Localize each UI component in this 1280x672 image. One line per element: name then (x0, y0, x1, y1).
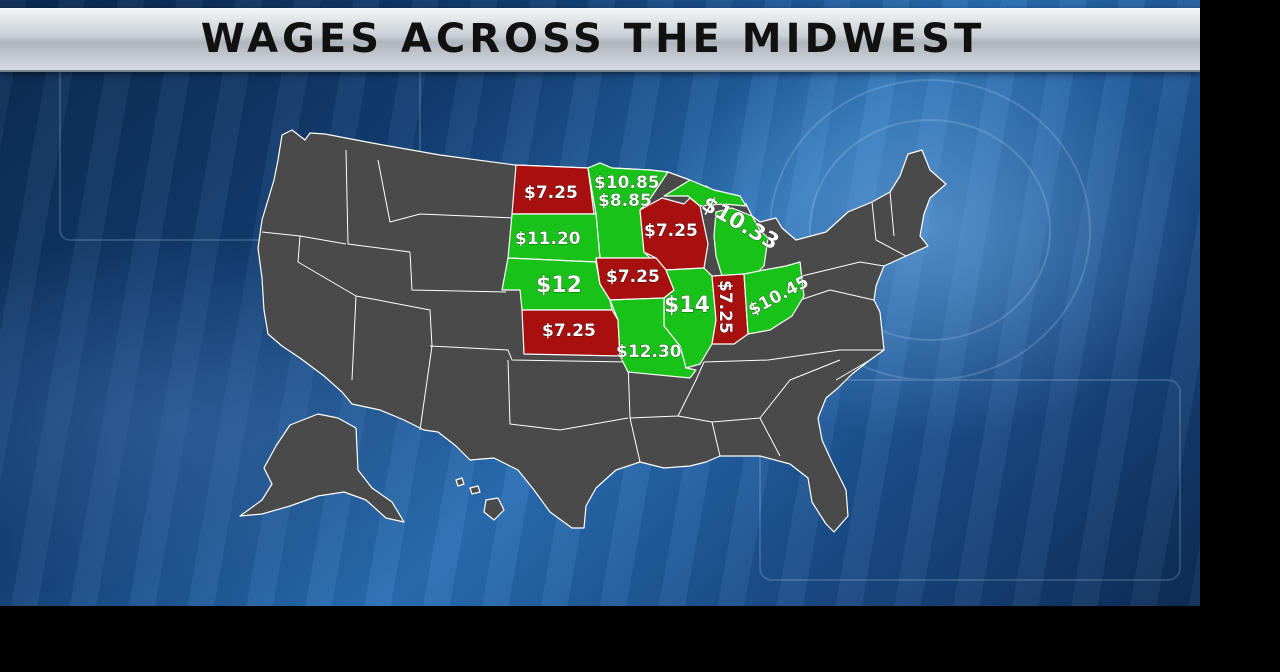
wage-label-iowa: $7.25 (606, 267, 660, 287)
wage-label-minnesota: $10.85 (594, 173, 660, 193)
state-borders (261, 149, 907, 463)
wage-label-south-dakota: $11.20 (515, 229, 581, 249)
wage-label-kansas: $7.25 (542, 321, 596, 341)
title-banner (0, 8, 1200, 72)
wage-label-illinois: $14 (664, 293, 710, 318)
state-wisconsin (639, 197, 709, 271)
wage-label-missouri: $12.30 (616, 342, 682, 362)
wage-label-north-dakota: $7.25 (524, 183, 578, 203)
wage-label-nebraska: $12 (536, 273, 582, 298)
wage-label-indiana: $7.25 (715, 280, 735, 334)
state-ohio (743, 261, 805, 335)
alaska (239, 413, 405, 523)
hawaii (455, 477, 505, 521)
wage-label-minnesota-small: $8.85 (598, 191, 652, 211)
us-map: $7.25 $10.85 $8.85 $11.20 $7.25 $10.33 $… (239, 129, 947, 533)
state-michigan-upper (663, 179, 747, 207)
state-missouri (609, 297, 697, 379)
wage-label-wisconsin: $7.25 (644, 221, 698, 241)
page-title: WAGES ACROSS THE MIDWEST (200, 16, 986, 62)
state-michigan-lower (713, 207, 769, 277)
state-illinois (663, 267, 717, 369)
